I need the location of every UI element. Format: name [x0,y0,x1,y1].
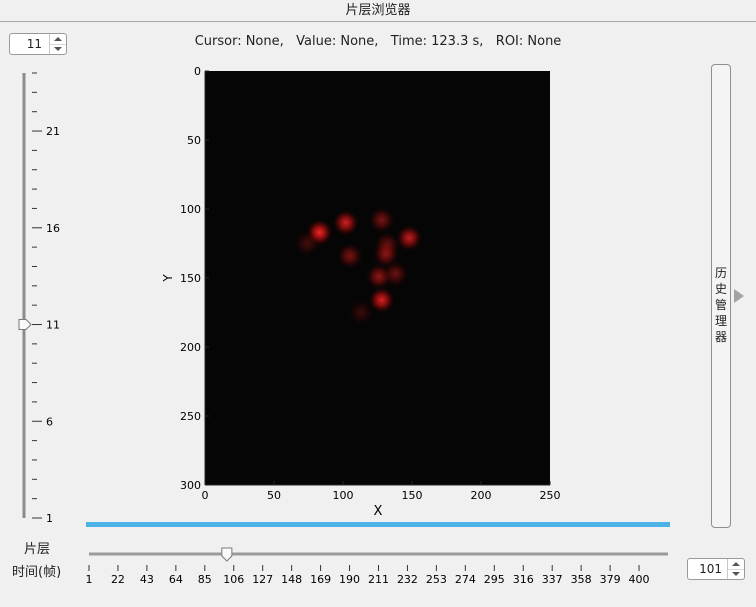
expand-arrow-icon[interactable] [734,289,744,303]
frame-tick-label: 169 [310,573,331,586]
history-manager-panel[interactable]: 历史管理器 [711,64,731,528]
frame-spinner-buttons [727,559,744,579]
slice-tick-label: 21 [46,125,60,138]
window-title: 片层浏览器 [0,0,756,22]
spinner-down-button[interactable] [50,44,66,54]
x-axis-label: X [374,504,383,519]
arrow-down-icon [732,572,740,576]
y-axis-label: Y [161,274,175,283]
x-tick-label: 150 [402,489,423,502]
x-tick-label: 200 [471,489,492,502]
y-tick-label: 50 [187,134,201,147]
slice-tick-label: 16 [46,222,60,235]
frame-tick-label: 22 [111,573,125,586]
frame-label: 时间(帧) [12,565,62,580]
x-tick-label: 100 [333,489,354,502]
y-axis-ticks: 0 50 100 150 200 250 300 [180,65,209,492]
y-tick-label: 250 [180,410,201,423]
y-tick-label: 100 [180,203,201,216]
frame-tick-label: 190 [339,573,360,586]
x-tick-label: 0 [202,489,209,502]
arrow-up-icon [54,37,62,41]
slice-tick-label: 6 [46,415,53,428]
image-axes: 0 50 100 150 200 250 0 50 100 150 200 250 300 X Y [161,65,561,519]
frame-tick-label: 148 [281,573,302,586]
y-tick-label: 150 [180,272,201,285]
slice-label: 片层 [24,542,51,557]
spinner-up-button[interactable] [50,34,66,45]
frame-tick-label: 211 [368,573,389,586]
frame-tick-label: 64 [169,573,183,586]
y-tick-label: 0 [194,65,201,78]
cell-blob [382,260,409,287]
cell-blob [372,241,399,268]
cell-blob [332,209,359,236]
frame-tick-label: 337 [542,573,563,586]
frame-tick-label: 127 [252,573,273,586]
frame-tick-label: 274 [455,573,476,586]
arrow-down-icon [54,47,62,51]
x-tick-label: 50 [267,489,281,502]
frame-slider-thumb[interactable] [221,547,233,562]
frame-spinner[interactable]: 101 [687,558,745,580]
cells-layer [294,207,423,326]
cell-blob [396,224,423,251]
slice-tick-label: 1 [46,512,53,525]
frame-spinner-value[interactable]: 101 [699,562,722,576]
status-bar: Cursor: None, Value: None, Time: 123.3 s… [194,34,562,49]
frame-tick-label: 295 [484,573,505,586]
frame-tick-label: 1 [86,573,93,586]
cell-blob [294,230,321,257]
frame-tick-label: 379 [600,573,621,586]
frame-tick-label: 232 [397,573,418,586]
frame-tick-label: 253 [426,573,447,586]
frame-tick-label: 85 [198,573,212,586]
frame-tick-label: 106 [223,573,244,586]
slice-spinner-buttons [49,34,66,54]
frame-slider-ticks: 1 22 43 64 85 106 127 148 169 190 211 232 253 274 295 3… [86,565,650,586]
frame-tick-label: 316 [513,573,534,586]
cell-blob [368,207,395,234]
x-axis-ticks: 0 50 100 150 200 250 [202,481,561,502]
frame-tick-label: 43 [140,573,154,586]
progress-bar [86,522,670,527]
frame-tick-label: 400 [629,573,650,586]
slice-slider-thumb[interactable] [18,319,32,331]
slice-tick-label: 11 [46,319,60,332]
spinner-up-button[interactable] [728,559,744,570]
x-tick-label: 250 [540,489,561,502]
cell-blob [368,287,395,314]
cell-blob [347,299,374,326]
y-tick-label: 300 [180,479,201,492]
spinner-down-button[interactable] [728,569,744,579]
history-manager-label: 历史管理器 [714,266,727,344]
cell-blob [336,242,363,269]
slice-spinner-value[interactable]: 11 [26,37,42,51]
arrow-up-icon [732,562,740,566]
y-tick-label: 200 [180,341,201,354]
frame-slider[interactable]: 1 22 43 64 85 106 127 148 169 190 211 232 253 274 295 3… [86,547,669,586]
slice-spinner[interactable]: 11 [9,33,67,55]
frame-tick-label: 358 [571,573,592,586]
